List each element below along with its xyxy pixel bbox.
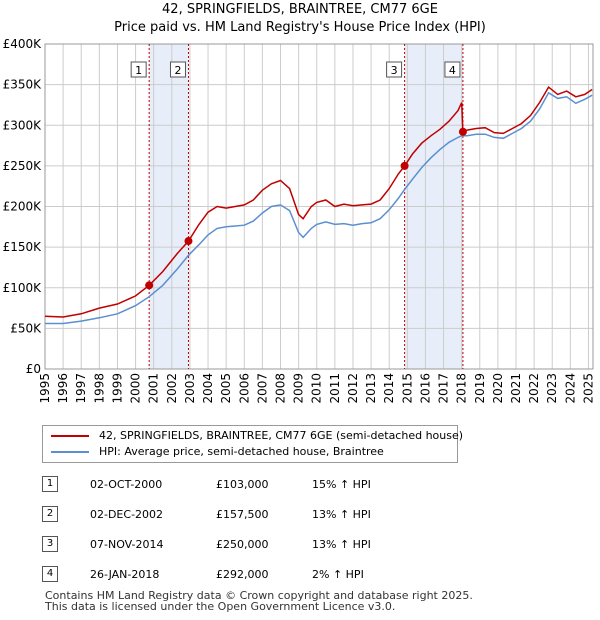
chart-subtitle: Price paid vs. HM Land Registry's House … xyxy=(114,20,486,35)
sale-point xyxy=(400,161,409,170)
x-tick-label: 2017 xyxy=(437,373,451,404)
y-tick-label: £200K xyxy=(3,200,43,214)
sale-hpi-diff: 13% ↑ HPI xyxy=(312,508,371,521)
x-tick-label: 2015 xyxy=(400,373,414,404)
x-tick-label: 2009 xyxy=(292,373,306,404)
x-tick-label: 2003 xyxy=(183,373,197,404)
x-tick-label: 2018 xyxy=(455,373,469,404)
legend-item-hpi: HPI: Average price, semi-detached house,… xyxy=(51,444,384,460)
chart-title: 42, SPRINGFIELDS, BRAINTREE, CM77 6GE xyxy=(162,2,438,17)
y-tick-label: £250K xyxy=(3,159,43,173)
sale-row: 1 02-OCT-2000 £103,000 15% ↑ HPI xyxy=(42,476,462,494)
sale-date: 02-DEC-2002 xyxy=(90,508,164,521)
sale-number: 3 xyxy=(42,536,58,552)
sale-marker-box xyxy=(130,61,147,78)
x-tick-label: 1999 xyxy=(110,373,124,404)
sale-marker-box xyxy=(386,61,403,78)
sale-price: £250,000 xyxy=(216,538,269,551)
x-tick-label: 2011 xyxy=(328,373,342,404)
x-tick-label: 2005 xyxy=(219,373,233,404)
y-tick-label: £50K xyxy=(10,321,42,335)
sale-date: 07-NOV-2014 xyxy=(90,538,164,551)
sale-point xyxy=(145,281,154,290)
plot-frame xyxy=(44,43,594,370)
sale-hpi-diff: 15% ↑ HPI xyxy=(312,478,371,491)
x-tick-label: 1998 xyxy=(92,373,106,404)
property-price-line xyxy=(44,85,593,318)
y-tick-label: £400K xyxy=(3,37,43,51)
x-tick-label: 2020 xyxy=(491,373,505,404)
sale-hpi-diff: 2% ↑ HPI xyxy=(312,568,364,581)
footer-copyright: Contains HM Land Registry data © Crown c… xyxy=(45,589,473,602)
legend-swatch-property xyxy=(51,435,89,437)
sale-marker-box xyxy=(444,61,461,78)
y-tick-label: £100K xyxy=(3,281,43,295)
legend: 42, SPRINGFIELDS, BRAINTREE, CM77 6GE (s… xyxy=(42,425,463,463)
x-tick-label: 2007 xyxy=(255,373,269,404)
x-tick-label: 2002 xyxy=(165,373,179,404)
sale-marker-label: 4 xyxy=(449,64,456,77)
legend-item-property: 42, SPRINGFIELDS, BRAINTREE, CM77 6GE (s… xyxy=(51,428,463,444)
x-tick-label: 2023 xyxy=(545,373,559,404)
sale-price: £103,000 xyxy=(216,478,269,491)
x-tick-label: 2006 xyxy=(237,373,251,404)
x-tick-label: 1995 xyxy=(38,373,52,404)
x-tick-label: 1996 xyxy=(56,373,70,404)
sale-row: 3 07-NOV-2014 £250,000 13% ↑ HPI xyxy=(42,536,462,554)
sale-marker-label: 3 xyxy=(391,64,398,77)
sale-marker-label: 1 xyxy=(135,64,142,77)
legend-label-property: 42, SPRINGFIELDS, BRAINTREE, CM77 6GE (s… xyxy=(99,429,464,442)
price-chart: £0 £50K £100K £150K £200K £250K £300K £350K £400… xyxy=(3,37,596,404)
x-tick-label: 2000 xyxy=(129,373,143,404)
x-tick-label: 2012 xyxy=(346,373,360,404)
x-tick-label: 2024 xyxy=(563,373,577,404)
x-tick-label: 1997 xyxy=(74,373,88,404)
x-tick-label: 2004 xyxy=(201,373,215,404)
x-tick-label: 2008 xyxy=(274,373,288,404)
x-tick-label: 2016 xyxy=(418,373,432,404)
x-tick-label: 2001 xyxy=(147,373,161,404)
sale-point xyxy=(458,127,467,136)
sale-number: 1 xyxy=(42,476,58,492)
sale-point xyxy=(184,237,193,246)
x-tick-label: 2013 xyxy=(364,373,378,404)
sale-marker-box xyxy=(169,61,186,78)
sale-row: 4 26-JAN-2018 £292,000 2% ↑ HPI xyxy=(42,566,462,584)
x-tick-label: 2025 xyxy=(581,373,595,404)
sale-row: 2 02-DEC-2002 £157,500 13% ↑ HPI xyxy=(42,506,462,524)
hpi-line xyxy=(45,91,593,325)
sale-number: 2 xyxy=(42,506,58,522)
sale-date: 02-OCT-2000 xyxy=(90,478,163,491)
y-tick-label: £350K xyxy=(3,78,43,92)
sale-price: £157,500 xyxy=(216,508,269,521)
sale-date: 26-JAN-2018 xyxy=(90,568,160,581)
sale-hpi-diff: 13% ↑ HPI xyxy=(312,538,371,551)
legend-label-hpi: HPI: Average price, semi-detached house,… xyxy=(99,445,384,458)
x-tick-label: 2019 xyxy=(473,373,487,404)
x-tick-label: 2021 xyxy=(509,373,523,404)
y-tick-label: £150K xyxy=(3,240,43,254)
y-tick-label: £300K xyxy=(3,118,43,132)
x-tick-label: 2010 xyxy=(310,373,324,404)
sale-number: 4 xyxy=(42,566,58,582)
sale-marker-label: 2 xyxy=(174,64,181,77)
y-tick-label: £0 xyxy=(26,362,41,376)
legend-swatch-hpi xyxy=(51,451,89,453)
sale-price: £292,000 xyxy=(216,568,269,581)
footer-licence: This data is licensed under the Open Gov… xyxy=(45,600,396,613)
x-tick-label: 2014 xyxy=(382,373,396,404)
x-tick-label: 2022 xyxy=(527,373,541,404)
